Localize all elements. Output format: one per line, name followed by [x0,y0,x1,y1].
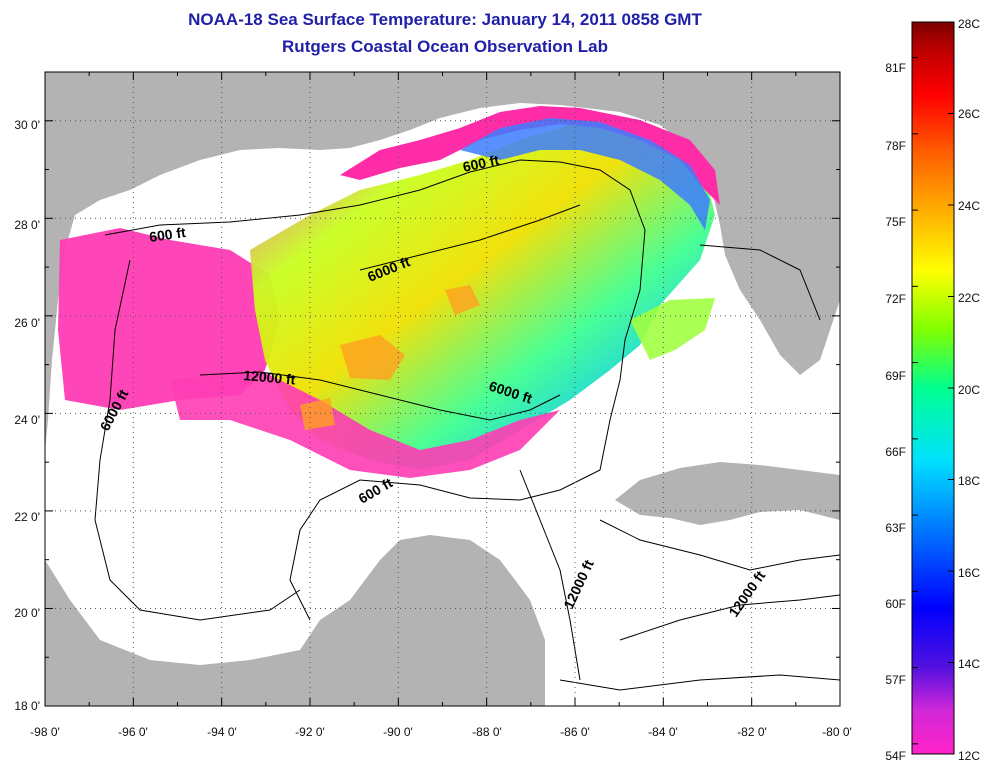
colorbar-c-label: 18C [958,474,980,488]
temperature-colorbar [911,21,955,755]
bathymetry-contours [94,159,840,691]
colorbar-f-label: 63F [885,521,906,535]
y-tick-label: 28 0' [14,218,40,232]
x-tick-label: -88 0' [472,725,502,739]
x-tick-label: -92 0' [295,725,325,739]
colorbar-c-label: 12C [958,749,980,763]
y-tick-label: 26 0' [14,316,40,330]
colorbar-f-label: 78F [885,139,906,153]
sst-cold-northern-coast [340,106,720,205]
x-tick-label: -98 0' [30,725,60,739]
x-tick-label: -96 0' [118,725,148,739]
colorbar-c-label: 14C [958,657,980,671]
x-tick-label: -90 0' [383,725,413,739]
sst-cold-western-shelf [58,228,280,410]
colorbar-f-label: 75F [885,215,906,229]
y-tick-label: 18 0' [14,699,40,713]
colorbar-f-label: 72F [885,292,906,306]
x-tick-label: -86 0' [560,725,590,739]
cuba-land [615,462,840,525]
colorbar-f-label: 69F [885,369,906,383]
sst-patch-florida-shelf [630,298,715,360]
colorbar-f-label: 54F [885,749,906,763]
colorbar-f-label: 66F [885,445,906,459]
y-tick-label: 24 0' [14,413,40,427]
x-tick-label: -80 0' [822,725,852,739]
map-subtitle: Rutgers Coastal Ocean Observation Lab [282,37,608,56]
contour-label: 12000 ft [243,367,297,388]
contour-label: 600 ft [148,224,187,245]
x-tick-label: -94 0' [207,725,237,739]
y-tick-label: 22 0' [14,510,40,524]
colorbar-c-label: 16C [958,566,980,580]
sst-warm-spots [300,285,480,430]
axis-ticks [44,71,841,707]
colorbar-ticks [912,21,954,755]
colorbar-c-label: 22C [958,291,980,305]
map-title: NOAA-18 Sea Surface Temperature: January… [188,10,702,29]
contour-label: 600 ft [461,152,500,175]
sst-cold-southern-band [170,370,560,478]
colorbar-f-label: 81F [885,61,906,75]
colorbar-c-label: 20C [958,383,980,397]
sst-warm-central-gulf [250,120,715,470]
sst-cool-ne-shelf [460,118,710,230]
x-tick-label: -82 0' [737,725,767,739]
map-grid [45,72,840,706]
x-tick-label: -84 0' [648,725,678,739]
colorbar-c-label: 28C [958,17,980,31]
colorbar-f-label: 57F [885,673,906,687]
colorbar-c-label: 26C [958,107,980,121]
y-tick-label: 30 0' [14,118,40,132]
yucatan-peninsula-land [300,535,545,706]
us-gulf-coast-land [45,72,840,450]
mexico-south-land [45,560,300,706]
colorbar-c-label: 24C [958,199,980,213]
y-tick-label: 20 0' [14,606,40,620]
colorbar-f-label: 60F [885,597,906,611]
